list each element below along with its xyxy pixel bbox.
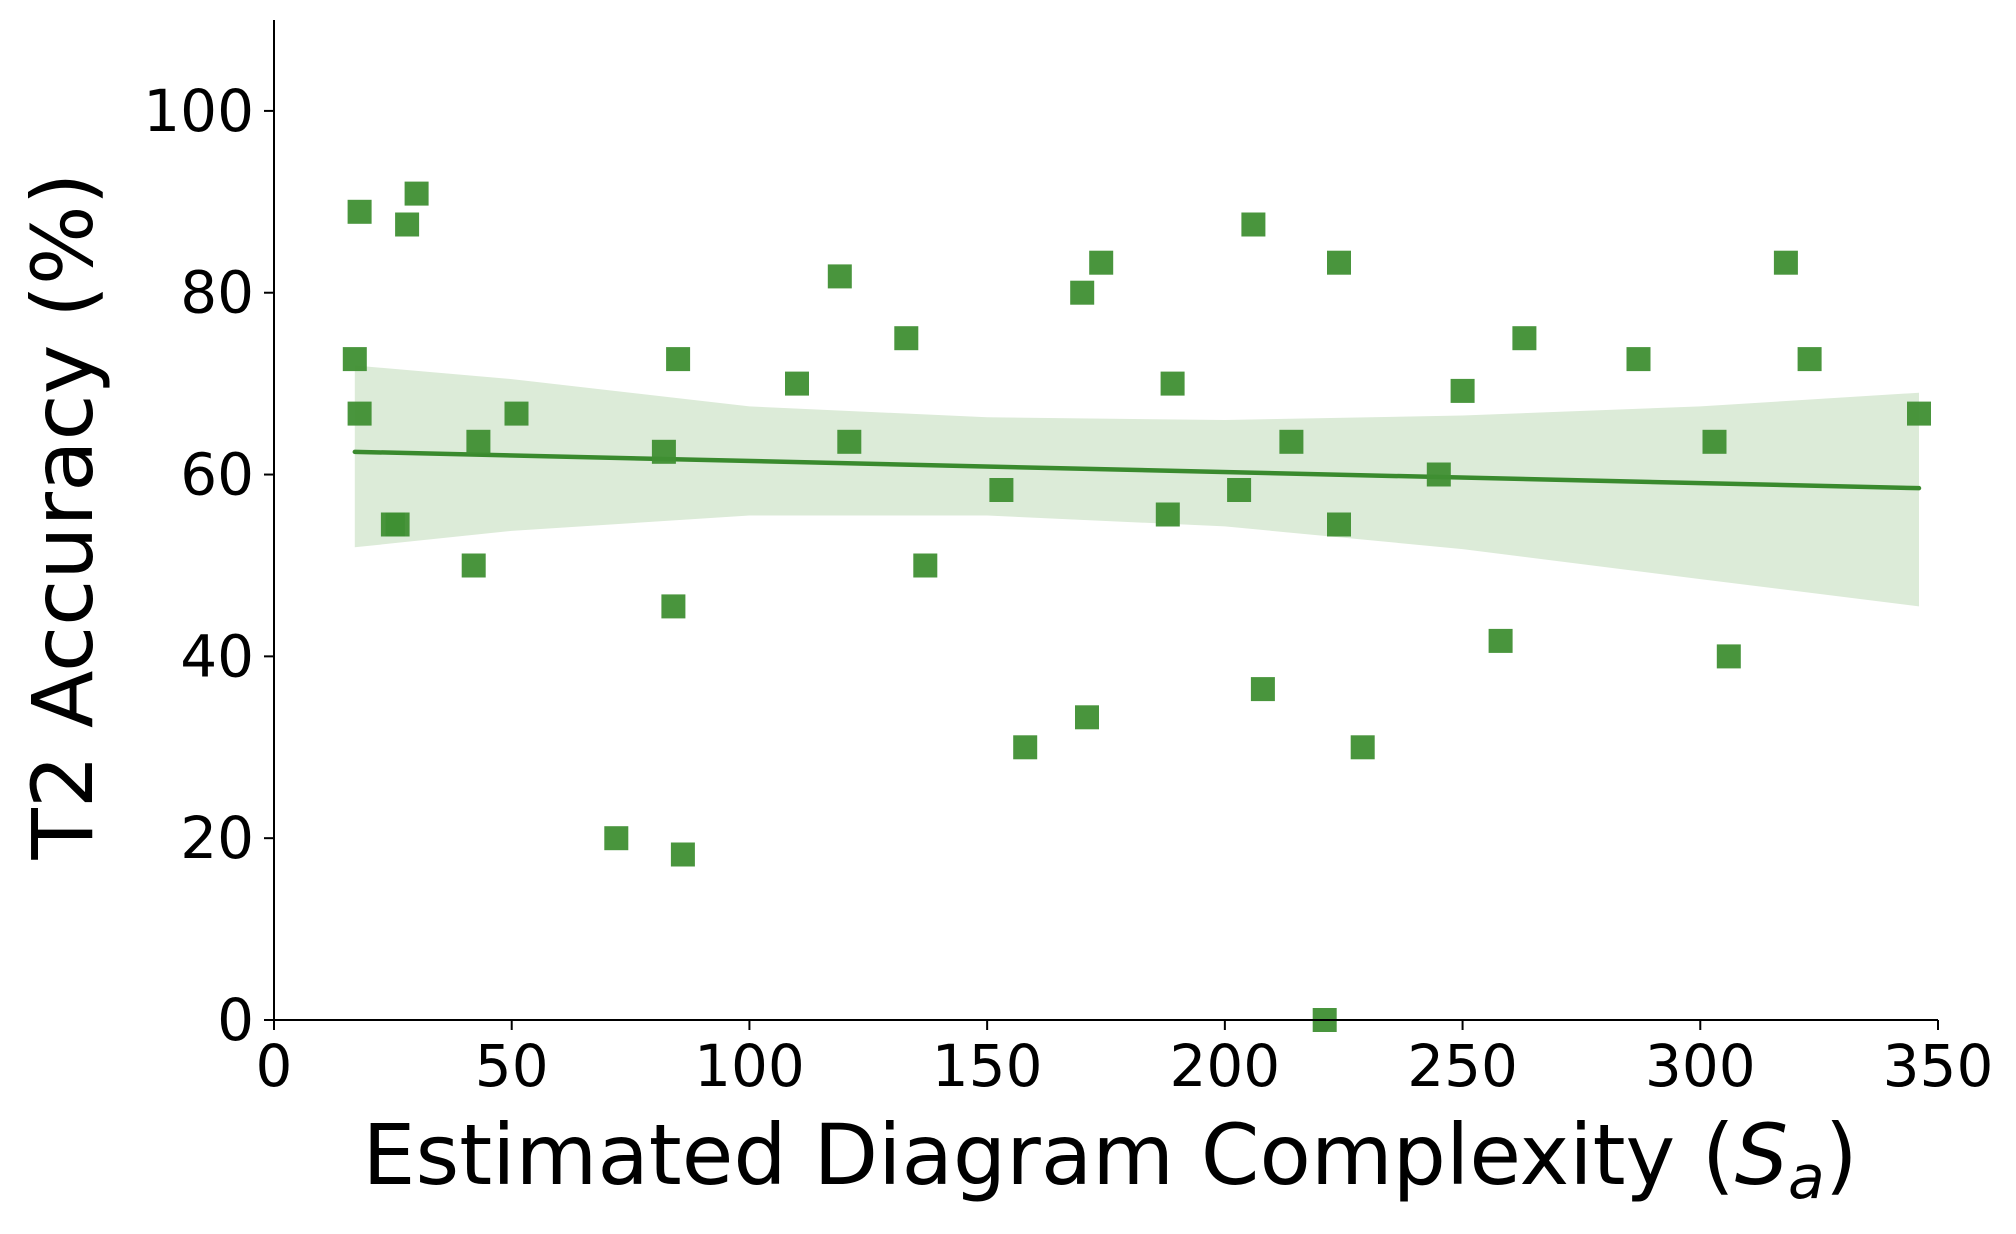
data-point xyxy=(395,212,420,237)
data-point xyxy=(1241,212,1266,237)
x-tick-label: 0 xyxy=(256,1032,293,1100)
confidence-band xyxy=(354,365,1919,607)
data-point xyxy=(1797,347,1822,372)
data-point xyxy=(1250,677,1275,702)
axes xyxy=(273,20,1938,1021)
data-point xyxy=(651,439,676,464)
data-point xyxy=(837,429,862,454)
y-tick-label: 20 xyxy=(180,804,254,872)
data-point xyxy=(1907,401,1931,426)
data-point xyxy=(504,401,529,426)
data-point xyxy=(670,842,695,867)
data-point xyxy=(466,429,491,454)
data-point xyxy=(342,347,367,372)
data-point xyxy=(1227,478,1252,502)
data-point xyxy=(1089,250,1114,275)
y-axis-ticks: 0 20 40 60 80 100 xyxy=(143,77,274,1054)
x-tick-label: 300 xyxy=(1645,1032,1756,1100)
data-point xyxy=(913,553,938,578)
data-point xyxy=(1327,250,1351,275)
data-point xyxy=(385,512,410,537)
plot-area xyxy=(342,181,1931,1032)
x-tick-label: 350 xyxy=(1883,1032,1994,1100)
data-point xyxy=(661,594,686,619)
regression-line xyxy=(352,449,1922,491)
data-point xyxy=(1450,378,1475,403)
data-point xyxy=(1426,462,1451,487)
data-point xyxy=(894,326,919,351)
y-tick-label: 40 xyxy=(180,622,254,690)
x-tick-label: 150 xyxy=(932,1032,1043,1100)
data-point xyxy=(785,371,809,396)
y-tick-label: 0 xyxy=(217,986,254,1054)
data-point xyxy=(604,826,629,851)
data-point xyxy=(404,181,429,206)
x-axis-ticks: 0 50 100 150 200 250 300 350 xyxy=(256,1020,1994,1100)
x-axis-label: Estimated Diagram Complexity (Sa) xyxy=(362,1106,1857,1213)
data-point xyxy=(1013,735,1038,760)
x-tick-label: 250 xyxy=(1407,1032,1518,1100)
x-tick-label: 200 xyxy=(1169,1032,1280,1100)
data-point xyxy=(1075,705,1099,730)
data-point xyxy=(1512,326,1537,351)
data-point xyxy=(1070,280,1095,305)
data-point xyxy=(1773,250,1798,275)
data-point xyxy=(1488,628,1513,653)
data-point xyxy=(989,478,1014,502)
data-point xyxy=(1626,347,1651,372)
data-point xyxy=(1702,429,1727,454)
data-point xyxy=(1327,512,1351,537)
data-point xyxy=(1350,735,1375,760)
data-point xyxy=(347,199,372,224)
data-point xyxy=(1716,644,1741,669)
data-point xyxy=(666,347,691,372)
x-tick-label: 100 xyxy=(694,1032,805,1100)
x-tick-label: 50 xyxy=(475,1032,549,1100)
y-tick-label: 60 xyxy=(180,441,254,509)
data-point xyxy=(827,264,852,289)
data-point xyxy=(1160,371,1185,396)
data-point xyxy=(1155,502,1180,527)
y-tick-label: 80 xyxy=(180,259,254,327)
y-tick-label: 100 xyxy=(143,77,254,145)
data-point xyxy=(1279,429,1304,454)
data-point xyxy=(461,553,486,578)
y-axis-label: T2 Accuracy (%) xyxy=(14,172,112,860)
data-point xyxy=(347,401,372,426)
